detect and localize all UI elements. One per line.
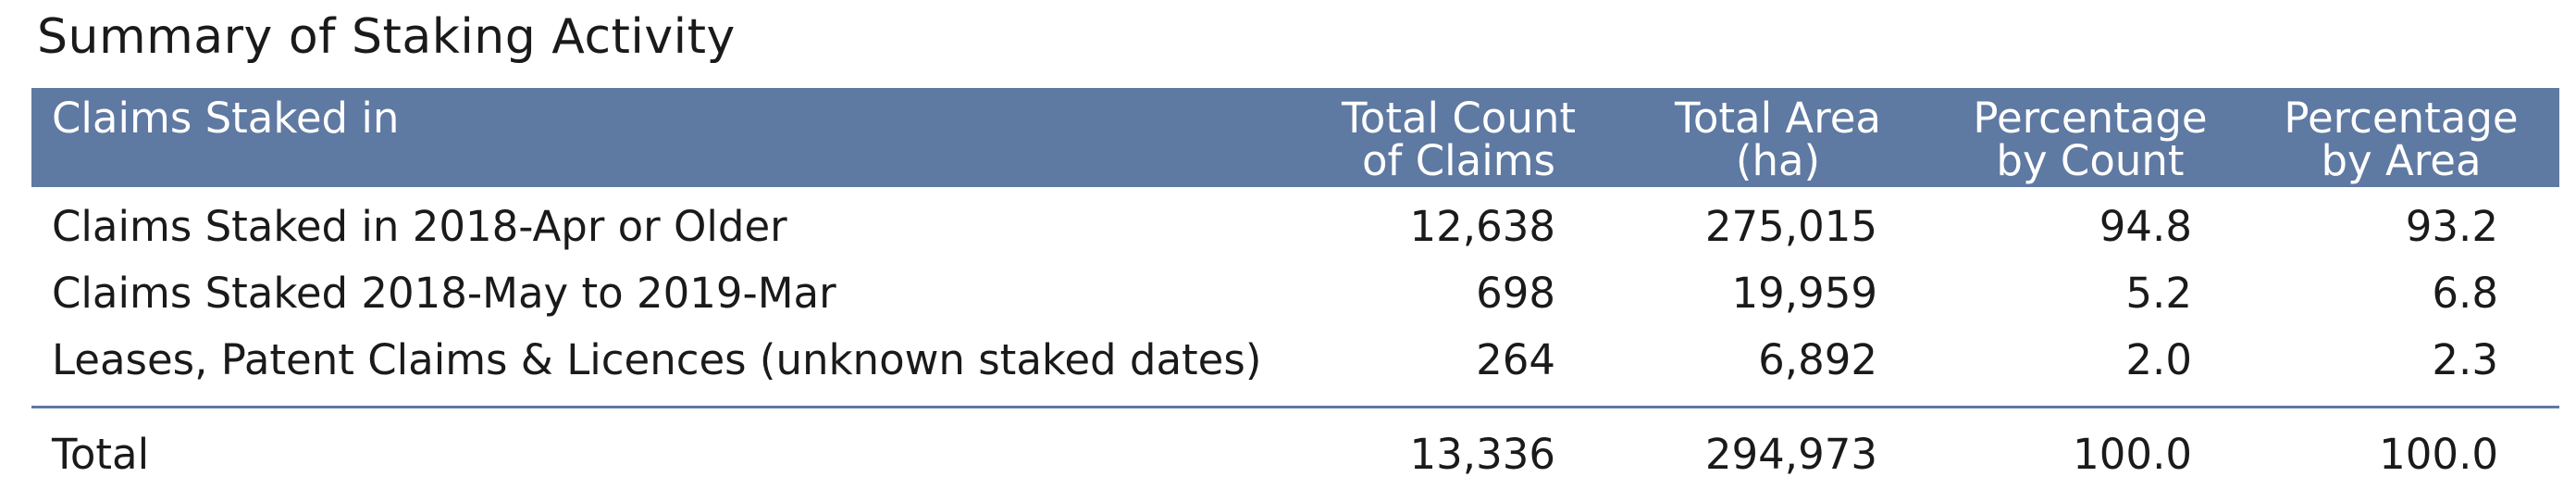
row-total-count: 264 (1476, 334, 1555, 384)
table-row: Claims Staked in 2018-Apr or Older 12,63… (31, 187, 2559, 259)
header-pct-area-line-2: by Area (2321, 136, 2482, 185)
header-total-area-line-1: Total Area (1675, 94, 1881, 143)
header-total-count-line-1: Total Count (1341, 94, 1577, 143)
row-pct-count: 5.2 (2125, 268, 2192, 318)
row-pct-count: 2.0 (2125, 334, 2192, 384)
row-label: Claims Staked 2018-May to 2019-Mar (52, 268, 836, 318)
header-total-count: Total Count of Claims (1299, 88, 1618, 187)
row-total-area: 19,959 (1731, 268, 1877, 318)
header-percentage-by-area: Percentage by Area (2243, 88, 2559, 187)
table-header: Claims Staked in Total Count of Claims T… (31, 88, 2559, 187)
row-label: Leases, Patent Claims & Licences (unknow… (52, 334, 1262, 384)
header-row: Claims Staked in Total Count of Claims T… (31, 88, 2559, 187)
row-label: Claims Staked in 2018-Apr or Older (52, 201, 787, 251)
row-total-count: 12,638 (1409, 201, 1555, 251)
row-pct-area: 6.8 (2432, 268, 2498, 318)
table-footer: Total 13,336 294,973 100.0 100.0 (31, 406, 2559, 496)
total-pct-area: 100.0 (2243, 406, 2559, 496)
header-claims-staked-in: Claims Staked in (52, 94, 400, 143)
total-label: Total (31, 406, 1299, 496)
total-count: 13,336 (1299, 406, 1618, 496)
row-pct-area: 93.2 (2405, 201, 2498, 251)
row-total-area: 275,015 (1704, 201, 1877, 251)
header-pct-count-line-2: by Count (1996, 136, 2185, 185)
header-pct-count-line-1: Percentage (1973, 94, 2208, 143)
header-total-area: Total Area (ha) (1618, 88, 1938, 187)
row-pct-count: 94.8 (2099, 201, 2192, 251)
total-area: 294,973 (1618, 406, 1938, 496)
row-pct-area: 2.3 (2432, 334, 2498, 384)
header-pct-area-line-1: Percentage (2284, 94, 2519, 143)
header-total-count-line-2: of Claims (1362, 136, 1555, 185)
staking-summary-table-container: Claims Staked in Total Count of Claims T… (31, 88, 2559, 496)
table-row: Claims Staked 2018-May to 2019-Mar 698 1… (31, 259, 2559, 326)
spacer-cell (31, 393, 2559, 408)
table-row: Leases, Patent Claims & Licences (unknow… (31, 326, 2559, 393)
header-total-area-line-2: (ha) (1735, 136, 1821, 185)
staking-summary-table: Claims Staked in Total Count of Claims T… (31, 88, 2559, 496)
header-percentage-by-count: Percentage by Count (1938, 88, 2243, 187)
row-total-area: 6,892 (1758, 334, 1877, 384)
table-body: Claims Staked in 2018-Apr or Older 12,63… (31, 187, 2559, 408)
row-total-count: 698 (1476, 268, 1555, 318)
page-title: Summary of Staking Activity (37, 9, 736, 65)
row-spacer (31, 393, 2559, 408)
total-pct-count: 100.0 (1938, 406, 2243, 496)
total-row: Total 13,336 294,973 100.0 100.0 (31, 406, 2559, 496)
